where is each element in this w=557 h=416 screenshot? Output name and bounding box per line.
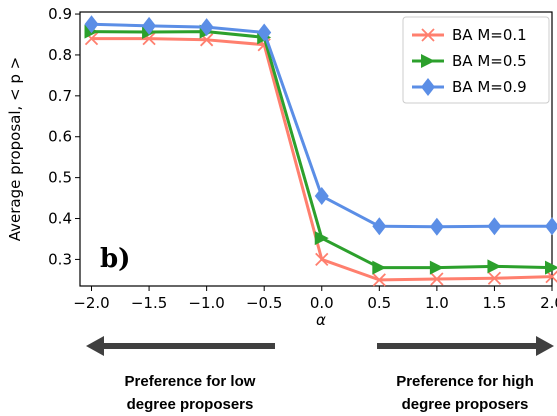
data-point-diamond: [372, 217, 387, 236]
y-axis: 0.3 0.4 0.5 0.6 0.7 0.8 0.9: [48, 5, 80, 268]
y-tick-label: 0.5: [48, 169, 72, 187]
data-point-triangle: [372, 260, 387, 275]
legend: BA M=0.1 BA M=0.5 BA M=0.9: [402, 16, 550, 104]
x-tick-label: −0.5: [246, 294, 282, 312]
x-tick-label: −1.0: [188, 294, 224, 312]
data-point-x: [487, 271, 502, 285]
data-point-diamond: [84, 15, 99, 34]
data-point-diamond: [257, 23, 272, 42]
y-tick-label: 0.7: [48, 87, 72, 105]
x-tick-label: −1.5: [131, 294, 167, 312]
x-tick-label: −2.0: [73, 294, 109, 312]
x-tick-label: 1.0: [425, 294, 449, 312]
y-tick-label: 0.6: [48, 128, 72, 146]
data-point-diamond: [314, 187, 329, 206]
data-point-diamond: [487, 217, 502, 236]
right-note-line-2: degree proposers: [402, 396, 529, 413]
data-point-triangle: [314, 231, 329, 246]
y-tick-label: 0.8: [48, 46, 72, 64]
data-point-x: [315, 252, 329, 267]
data-point-diamond: [421, 78, 435, 96]
data-point-diamond: [142, 16, 157, 35]
y-tick-label: 0.4: [48, 210, 72, 228]
left-note-line-1: Preference for low: [125, 373, 256, 390]
left-arrow: [86, 336, 275, 356]
y-tick-label: 0.9: [48, 5, 72, 23]
panel-label: b): [100, 244, 130, 274]
data-point-diamond: [429, 217, 444, 236]
legend-entry: BA M=0.1: [412, 26, 527, 44]
data-point-triangle: [487, 259, 502, 274]
legend-label: BA M=0.1: [452, 26, 527, 44]
y-tick-label: 0.3: [48, 250, 72, 268]
data-point-diamond: [199, 18, 214, 37]
plot-area: [79, 11, 553, 287]
right-note-line-1: Preference for high: [396, 373, 534, 390]
legend-entry: BA M=0.5: [412, 52, 527, 70]
data-point-x: [430, 272, 444, 286]
x-tick-label: 2.0: [540, 294, 557, 312]
legend-label: BA M=0.5: [452, 52, 527, 70]
data-point-diamond: [545, 217, 557, 236]
legend-entry: BA M=0.9: [412, 78, 527, 96]
legend-box: [402, 16, 550, 104]
data-point-triangle: [421, 54, 435, 68]
x-tick-label: 0.0: [310, 294, 334, 312]
x-axis-title: α: [316, 311, 326, 329]
y-axis-title: Average proposal, < p >: [6, 57, 24, 242]
data-point-x: [421, 28, 435, 42]
x-axis: −2.0 −1.5 −1.0 −0.5 0.0 0.5 1.0 1.5 2.0: [73, 286, 557, 312]
data-point-triangle: [429, 260, 444, 275]
x-tick-label: 1.5: [483, 294, 507, 312]
series-3: [84, 15, 557, 236]
plot-frame: [79, 11, 553, 287]
x-tick-label: 0.5: [367, 294, 391, 312]
right-arrow: [377, 336, 554, 356]
data-point-x: [372, 273, 386, 287]
data-point-triangle: [545, 260, 557, 275]
series-layer: [84, 15, 557, 287]
legend-label: BA M=0.9: [452, 78, 527, 96]
left-note-line-2: degree proposers: [127, 396, 254, 413]
